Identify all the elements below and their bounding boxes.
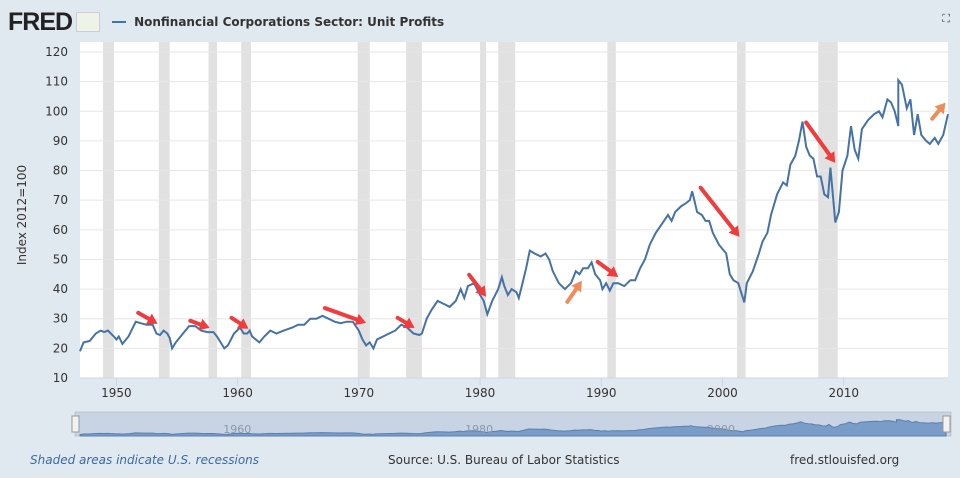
recession-band [498,42,516,378]
recession-band [406,42,422,378]
navigator-series [79,419,947,437]
navigator-label: 1960 [223,423,251,436]
recession-band [241,42,251,378]
annotation-arrow-red [229,315,243,326]
recession-band [737,42,746,378]
y-tick-label: 30 [53,312,68,326]
annotation-arrowhead-red [728,225,740,237]
recession-band [103,42,114,378]
annotation-arrow-red [595,259,613,274]
site-link[interactable]: fred.stlouisfed.org [790,453,900,467]
y-tick-label: 50 [53,252,68,266]
expand-icon[interactable]: ⛶ [942,12,950,25]
annotation-arrowhead-red [354,313,367,326]
recession-note-link[interactable]: Shaded areas indicate U.S. recessions [30,453,260,467]
navigator-handle-left[interactable] [71,415,80,433]
y-tick-label: 20 [53,341,68,355]
annotation-arrowhead-red [236,318,249,329]
x-tick-label: 1980 [465,386,496,400]
x-tick-label: 1950 [101,386,132,400]
y-axis-label: Index 2012=100 [15,165,29,265]
recession-band [818,42,838,378]
annotation-arrowhead-red [198,318,210,331]
y-tick-label: 60 [53,223,68,237]
legend-line-icon [112,21,127,23]
annotation-arrowhead-red [824,151,836,163]
fred-logo[interactable]: FRED [8,7,73,36]
annotation-arrowhead-red [475,285,487,297]
navigator-handle-right[interactable] [942,415,951,433]
annotation-arrowhead-red [402,317,415,328]
y-tick-label: 120 [45,45,68,59]
annotation-arrow-red [395,315,408,325]
y-tick-label: 80 [53,164,68,178]
series-line [79,77,949,352]
y-tick-label: 90 [53,134,68,148]
y-tick-label: 110 [45,75,68,89]
recession-band [607,42,616,378]
annotation-arrowhead-red [145,313,158,325]
annotation-arrow-red [804,120,832,157]
y-tick-label: 10 [53,371,68,385]
y-tick-label: 100 [45,104,68,118]
x-tick-label: 1990 [586,386,617,400]
annotation-arrowhead-orange [934,102,946,115]
annotation-arrowhead-orange [571,280,582,293]
fred-graph-icon [76,12,101,32]
annotation-arrow-red [698,185,736,232]
annotation-arrowhead-red [606,266,619,277]
source-text: Source: U.S. Bureau of Labor Statistics [388,453,620,467]
x-tick-label: 2000 [707,386,738,400]
navigator-label: 1980 [465,423,493,436]
recession-band [480,42,487,378]
recession-band [158,42,170,378]
y-tick-label: 70 [53,193,68,207]
annotation-arrow-orange [930,108,942,121]
annotation-arrow-red [467,272,482,291]
annotation-arrow-orange [565,287,579,304]
chart-header: FRED Nonfinancial Corporations Sector: U… [8,8,444,36]
annotation-arrow-red [188,318,203,327]
x-tick-label: 1960 [222,386,253,400]
y-tick-label: 40 [53,282,68,296]
x-tick-label: 1970 [344,386,375,400]
annotation-arrow-red [322,306,359,322]
navigator-label: 2000 [707,423,735,436]
recession-band [357,42,370,378]
annotation-arrow-red [136,310,151,321]
chart-title: Nonfinancial Corporations Sector: Unit P… [134,15,445,29]
x-tick-label: 2010 [828,386,859,400]
recession-band [208,42,217,378]
